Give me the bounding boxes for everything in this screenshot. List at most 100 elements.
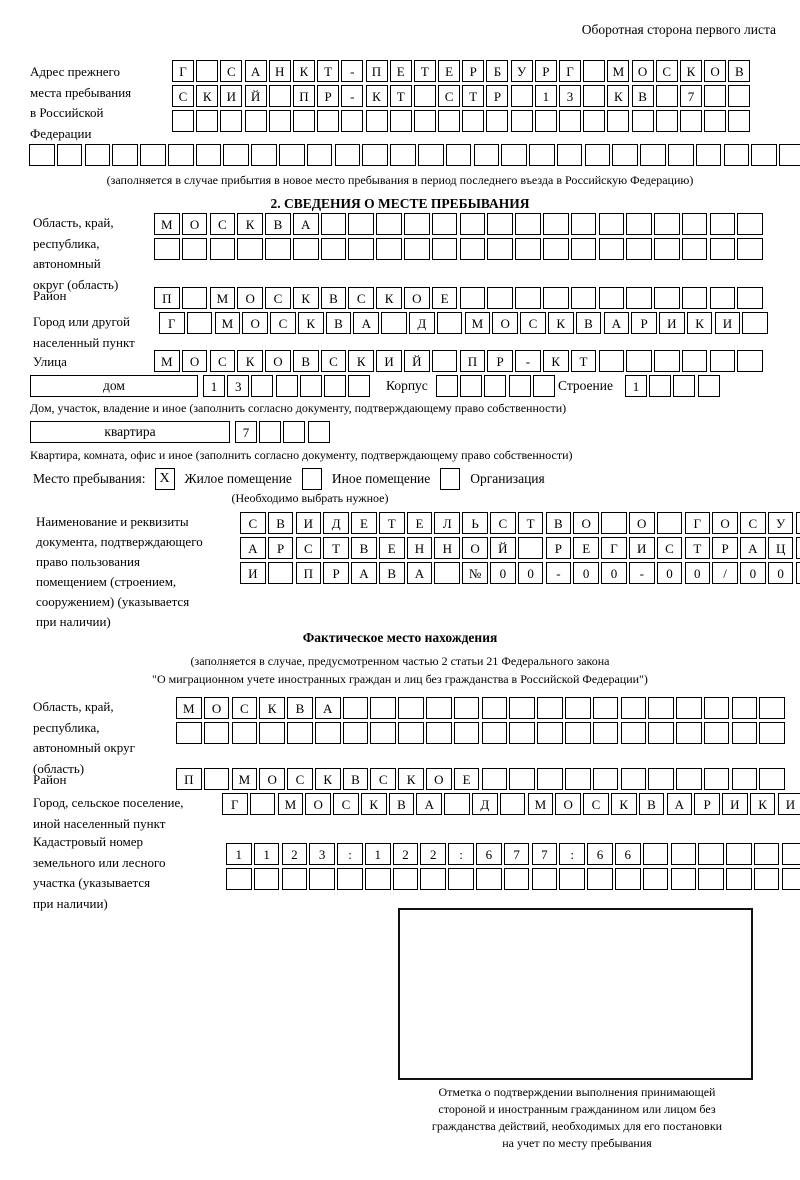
form-cell[interactable]: Е xyxy=(453,768,480,790)
form-cell[interactable] xyxy=(417,144,444,166)
form-cell[interactable]: Е xyxy=(573,537,599,559)
form-cell[interactable] xyxy=(704,110,727,132)
form-cell[interactable]: 2 xyxy=(420,843,447,865)
form-cell[interactable] xyxy=(751,144,777,166)
form-cell[interactable] xyxy=(306,144,333,166)
form-cell[interactable]: В xyxy=(638,793,665,815)
form-cell[interactable]: Р xyxy=(317,85,340,107)
form-cell[interactable] xyxy=(487,287,513,309)
form-cell[interactable] xyxy=(709,350,736,372)
form-cell[interactable]: Р xyxy=(323,562,349,584)
form-cell[interactable] xyxy=(648,697,674,719)
form-cell[interactable] xyxy=(268,110,291,132)
form-cell[interactable] xyxy=(654,238,680,260)
form-cell[interactable] xyxy=(592,697,619,719)
form-cell[interactable] xyxy=(584,144,611,166)
document-row[interactable]: СВИДЕТЕЛЬСТВООГОСУД xyxy=(240,512,800,534)
form-cell[interactable]: Р xyxy=(486,85,509,107)
form-cell[interactable] xyxy=(203,722,230,744)
form-cell[interactable]: 2 xyxy=(281,843,308,865)
form-cell[interactable]: К xyxy=(679,60,702,82)
form-cell[interactable]: О xyxy=(203,697,230,719)
form-cell[interactable]: П xyxy=(295,562,322,584)
form-cell[interactable] xyxy=(334,144,361,166)
form-cell[interactable]: Н xyxy=(268,60,291,82)
form-cell[interactable] xyxy=(426,722,452,744)
form-cell[interactable]: К xyxy=(607,85,630,107)
form-cell[interactable] xyxy=(670,868,697,890)
form-cell[interactable] xyxy=(140,144,166,166)
form-cell[interactable] xyxy=(431,213,458,235)
form-cell[interactable]: Р xyxy=(712,537,738,559)
form-cell[interactable]: М xyxy=(209,287,236,309)
form-cell[interactable] xyxy=(728,110,751,132)
form-cell[interactable] xyxy=(267,562,294,584)
form-cell[interactable] xyxy=(759,722,785,744)
stamp-box[interactable] xyxy=(398,908,753,1080)
form-cell[interactable]: - xyxy=(515,350,541,372)
form-cell[interactable] xyxy=(723,144,750,166)
form-cell[interactable]: И xyxy=(295,512,322,534)
form-cell[interactable]: К xyxy=(610,793,637,815)
form-cell[interactable] xyxy=(167,144,194,166)
form-cell[interactable] xyxy=(703,697,730,719)
form-cell[interactable] xyxy=(398,722,424,744)
form-cell[interactable] xyxy=(531,868,558,890)
form-cell[interactable]: В xyxy=(267,512,294,534)
form-cell[interactable] xyxy=(56,144,83,166)
form-cell[interactable]: К xyxy=(292,287,319,309)
form-cell[interactable] xyxy=(203,768,230,790)
form-cell[interactable]: С xyxy=(656,537,683,559)
form-cell[interactable] xyxy=(404,213,430,235)
form-cell[interactable]: К xyxy=(749,793,776,815)
form-cell[interactable] xyxy=(431,238,458,260)
form-cell[interactable] xyxy=(681,238,708,260)
form-cell[interactable] xyxy=(317,110,340,132)
form-cell[interactable]: С xyxy=(438,85,461,107)
form-cell[interactable]: Т xyxy=(462,85,485,107)
form-cell[interactable] xyxy=(626,238,652,260)
form-cell[interactable] xyxy=(436,375,458,397)
form-cell[interactable]: К xyxy=(360,793,387,815)
form-cell[interactable] xyxy=(459,287,486,309)
form-cell[interactable] xyxy=(564,722,591,744)
form-cell[interactable] xyxy=(275,375,298,397)
form-cell[interactable] xyxy=(436,312,463,334)
form-cell[interactable]: 0 xyxy=(684,562,711,584)
form-cell[interactable]: 6 xyxy=(614,843,641,865)
form-cell[interactable]: И xyxy=(376,350,402,372)
form-cell[interactable] xyxy=(626,350,652,372)
form-cell[interactable]: Д xyxy=(472,793,498,815)
form-cell[interactable] xyxy=(413,85,436,107)
form-cell[interactable]: 7 xyxy=(679,85,702,107)
form-cell[interactable]: К xyxy=(314,768,341,790)
stay-type-checkbox-residential[interactable]: X xyxy=(154,468,175,490)
form-cell[interactable]: О xyxy=(704,60,727,82)
form-cell[interactable] xyxy=(309,868,335,890)
form-cell[interactable]: С xyxy=(655,60,678,82)
form-cell[interactable]: 6 xyxy=(476,843,502,865)
form-cell[interactable] xyxy=(370,722,397,744)
form-cell[interactable]: Р xyxy=(631,312,657,334)
actual-region-row[interactable] xyxy=(176,722,787,744)
form-cell[interactable] xyxy=(779,144,800,166)
form-cell[interactable]: 0 xyxy=(740,562,766,584)
form-cell[interactable] xyxy=(737,287,763,309)
form-cell[interactable]: Р xyxy=(487,350,513,372)
form-cell[interactable]: С xyxy=(209,350,236,372)
form-cell[interactable] xyxy=(487,238,513,260)
form-cell[interactable]: С xyxy=(348,287,375,309)
form-cell[interactable]: Е xyxy=(389,60,412,82)
form-cell[interactable]: 0 xyxy=(767,562,794,584)
form-cell[interactable]: В xyxy=(292,350,319,372)
form-cell[interactable]: Д xyxy=(323,512,349,534)
form-cell[interactable]: 3 xyxy=(227,375,250,397)
form-cell[interactable] xyxy=(648,768,674,790)
form-cell[interactable]: С xyxy=(583,793,609,815)
form-cell[interactable]: О xyxy=(259,768,285,790)
form-cell[interactable]: А xyxy=(666,793,693,815)
form-cell[interactable] xyxy=(676,768,702,790)
form-cell[interactable]: С xyxy=(490,512,516,534)
